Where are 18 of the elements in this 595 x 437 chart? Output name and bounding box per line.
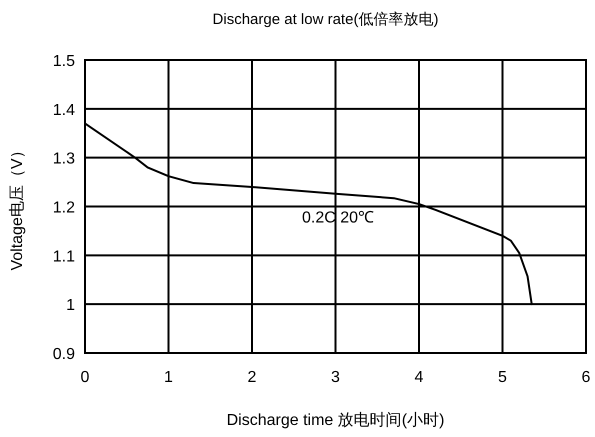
x-tick-label: 5 (498, 369, 508, 386)
x-axis-title: Discharge time 放电时间(小时) (226, 411, 444, 429)
y-tick-label: 1 (66, 297, 76, 314)
x-tick-label: 4 (414, 369, 424, 386)
y-axis-title: Voltage电压（V） (8, 142, 26, 271)
y-tick-label: 1.2 (52, 200, 76, 216)
y-tick-label: 0.9 (52, 346, 76, 363)
y-tick-label: 1.1 (52, 248, 76, 266)
x-tick-label: 6 (582, 369, 591, 386)
annotation: 0.2C 20℃ (302, 210, 374, 227)
chart-title: Discharge at low rate(低倍率放电) (212, 11, 438, 28)
x-tick-label: 2 (248, 369, 257, 386)
x-tick-label: 0 (80, 369, 90, 386)
x-tick-label: 3 (331, 369, 340, 386)
y-tick-label: 1.4 (52, 102, 76, 119)
y-tick-label: 1.5 (52, 53, 76, 70)
y-tick-label: 1.3 (52, 150, 76, 168)
x-tick-label: 1 (164, 369, 174, 386)
